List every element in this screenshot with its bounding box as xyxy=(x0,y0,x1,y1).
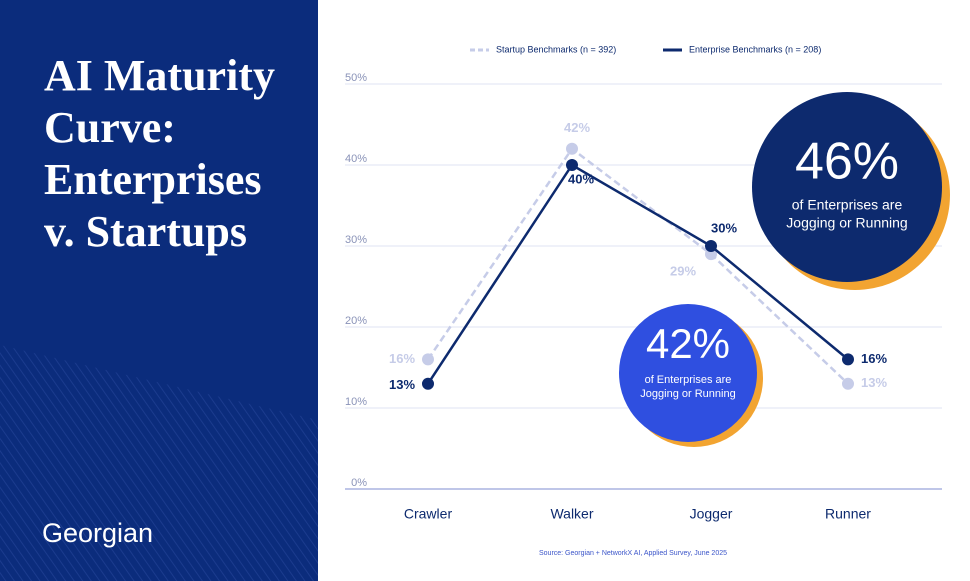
series-line xyxy=(426,163,849,385)
point xyxy=(842,353,854,366)
x-tick-label: Walker xyxy=(550,506,593,522)
data-label: 13% xyxy=(389,377,415,392)
y-tick-label: 30% xyxy=(345,234,367,246)
point xyxy=(842,377,854,390)
point xyxy=(422,353,434,366)
data-label: 29% xyxy=(670,264,696,279)
callout-value: 46% xyxy=(795,133,899,191)
callout-circle xyxy=(752,92,942,282)
callout-text: Jogging or Running xyxy=(786,215,907,231)
y-tick-label: 0% xyxy=(351,477,367,489)
y-tick-label: 50% xyxy=(345,72,367,84)
x-tick-label: Jogger xyxy=(690,506,733,522)
callout-circle xyxy=(619,304,757,442)
legend-label: Enterprise Benchmarks (n = 208) xyxy=(689,44,821,54)
callout-text: Jogging or Running xyxy=(640,388,735,400)
brand: Georgian xyxy=(42,518,153,548)
data-label: 13% xyxy=(861,375,887,390)
callout-value: 42% xyxy=(646,320,730,367)
data-label: 40% xyxy=(568,171,594,186)
title-line: v. Startups xyxy=(44,207,247,256)
point xyxy=(705,240,717,252)
y-tick-label: 10% xyxy=(345,396,367,408)
legend-label: Startup Benchmarks (n = 392) xyxy=(496,44,616,54)
title-line: Enterprises xyxy=(44,155,262,204)
data-label: 16% xyxy=(861,351,887,366)
point xyxy=(422,377,434,390)
point xyxy=(566,159,578,171)
title-line: AI Maturity xyxy=(44,51,275,100)
texture xyxy=(0,345,318,581)
x-tick-label: Runner xyxy=(825,506,871,522)
y-tick-label: 20% xyxy=(345,315,367,327)
y-tick-label: 40% xyxy=(345,153,367,165)
data-label: 30% xyxy=(711,220,737,235)
data-label: 16% xyxy=(389,351,415,366)
callout-text: of Enterprises are xyxy=(792,197,903,213)
data-label: 42% xyxy=(564,120,590,135)
source: Source: Georgian + NetworkX AI, Applied … xyxy=(539,550,727,557)
series-line xyxy=(426,147,849,385)
x-tick-label: Crawler xyxy=(404,506,453,522)
callout-text: of Enterprises are xyxy=(645,374,732,386)
title-line: Curve: xyxy=(44,103,176,152)
callouts: 46% of Enterprises are Jogging or Runnin… xyxy=(619,92,950,447)
point xyxy=(566,142,578,155)
